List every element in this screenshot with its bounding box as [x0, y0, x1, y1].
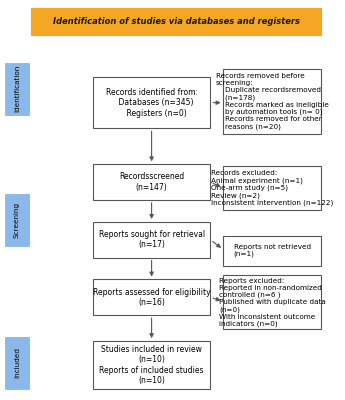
FancyBboxPatch shape — [93, 222, 210, 258]
FancyBboxPatch shape — [224, 236, 322, 266]
Text: Recordsscreened
(n=147): Recordsscreened (n=147) — [119, 172, 184, 192]
Text: Records excluded:
Animal experiment (n=1)
One-arm study (n=5)
Review (n=2)
Incon: Records excluded: Animal experiment (n=1… — [211, 170, 334, 206]
FancyBboxPatch shape — [93, 341, 210, 389]
Text: Reports not retrieved
(n=1): Reports not retrieved (n=1) — [234, 244, 311, 257]
Text: Reports assessed for eligibility
(n=16): Reports assessed for eligibility (n=16) — [93, 288, 210, 307]
FancyBboxPatch shape — [93, 280, 210, 315]
FancyBboxPatch shape — [31, 8, 322, 35]
Text: Screening: Screening — [14, 202, 20, 238]
FancyBboxPatch shape — [4, 63, 29, 114]
Text: Identification: Identification — [14, 65, 20, 112]
FancyBboxPatch shape — [4, 194, 29, 246]
Text: Reports sought for retrieval
(n=17): Reports sought for retrieval (n=17) — [99, 230, 205, 250]
Text: Included: Included — [14, 347, 20, 378]
FancyBboxPatch shape — [93, 164, 210, 200]
FancyBboxPatch shape — [224, 166, 322, 210]
Text: Studies included in review
(n=10)
Reports of included studies
(n=10): Studies included in review (n=10) Report… — [99, 345, 204, 385]
FancyBboxPatch shape — [224, 69, 322, 134]
Text: Reports excluded:
Reported in non-randomized
controlled (n=6 )
Published with du: Reports excluded: Reported in non-random… — [219, 278, 326, 327]
FancyBboxPatch shape — [224, 276, 322, 329]
Text: Identification of studies via databases and registers: Identification of studies via databases … — [52, 17, 299, 26]
Text: Records removed before
screening:
    Duplicate recordsremoved
    (n=178)
    R: Records removed before screening: Duplic… — [216, 74, 329, 130]
Text: Records identified from:
    Databases (n=345)
    Registers (n=0): Records identified from: Databases (n=34… — [106, 88, 198, 118]
FancyBboxPatch shape — [4, 337, 29, 389]
FancyBboxPatch shape — [93, 77, 210, 128]
